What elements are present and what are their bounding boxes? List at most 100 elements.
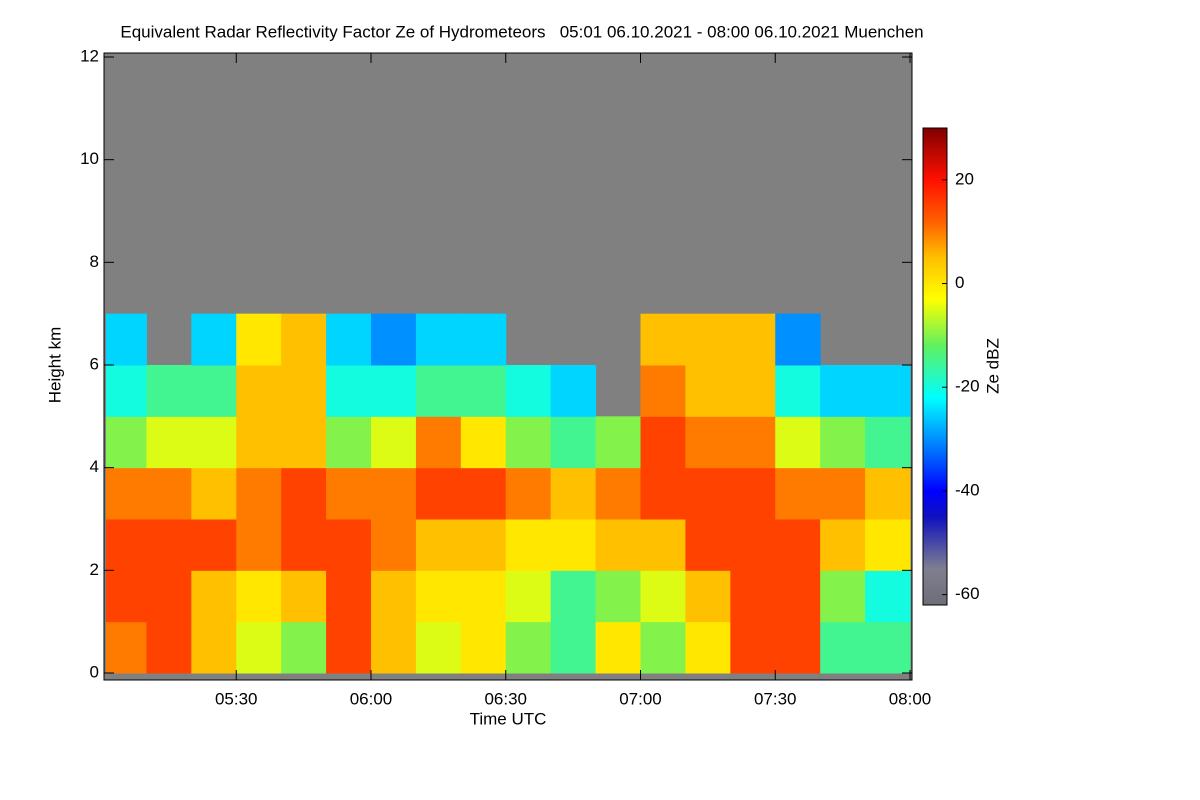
y-tick-label: 10 — [80, 149, 99, 168]
heatmap-cell — [730, 313, 776, 366]
heatmap-cell — [460, 416, 507, 469]
heatmap-cell — [326, 365, 372, 417]
heatmap-cell — [106, 570, 147, 623]
heatmap-cell — [730, 519, 776, 571]
heatmap-cell — [505, 467, 552, 520]
heatmap-cell — [326, 467, 372, 520]
heatmap-cell — [640, 519, 686, 571]
chart-title: Equivalent Radar Reflectivity Factor Ze … — [120, 22, 923, 41]
plot-frame — [103, 52, 913, 681]
heatmap-cell — [505, 365, 552, 417]
heatmap-cell — [371, 621, 417, 674]
heatmap-cell — [106, 416, 147, 469]
heatmap-cell — [820, 416, 866, 469]
heatmap-cell — [775, 467, 821, 520]
heatmap-cell — [820, 365, 866, 417]
y-tick-label: 8 — [90, 252, 99, 271]
heatmap-cell — [550, 519, 597, 571]
heatmap-cell — [505, 416, 552, 469]
heatmap-cell — [775, 519, 821, 571]
heatmap-cell — [550, 621, 597, 674]
heatmap-cell — [106, 467, 147, 520]
heatmap-cell — [730, 467, 776, 520]
heatmap-cell — [236, 416, 282, 469]
heatmap-cell — [146, 467, 192, 520]
x-tick-label: 08:00 — [889, 689, 932, 708]
colorbar-tick-label: 20 — [955, 169, 974, 188]
heatmap-cell — [371, 365, 417, 417]
colorbar-label: Ze dBZ — [983, 338, 1002, 394]
heatmap-cell — [775, 416, 821, 469]
heatmap-cell — [236, 313, 282, 366]
heatmap-cell — [236, 570, 282, 623]
heatmap-cell — [106, 519, 147, 571]
heatmap-cell — [460, 313, 507, 366]
x-tick-label: 07:30 — [754, 689, 797, 708]
heatmap-cell — [106, 313, 147, 366]
heatmap-cell — [820, 467, 866, 520]
heatmap-cell — [371, 519, 417, 571]
heatmap-cell — [326, 570, 372, 623]
heatmap-cell — [415, 467, 462, 520]
heatmap-cell — [595, 416, 642, 469]
heatmap-cell — [191, 313, 237, 366]
heatmap-cell — [460, 570, 507, 623]
heatmap-cell — [326, 621, 372, 674]
heatmap-cell — [550, 365, 597, 417]
heatmap-cell — [820, 621, 866, 674]
heatmap-cell — [326, 416, 372, 469]
heatmap-cell — [146, 621, 192, 674]
x-tick-label: 07:00 — [619, 689, 662, 708]
heatmap-cell — [640, 467, 686, 520]
x-tick-label: 06:30 — [484, 689, 527, 708]
y-tick-label: 4 — [90, 457, 99, 476]
heatmap-cell — [460, 621, 507, 674]
heatmap-cell — [191, 519, 237, 571]
heatmap-cell — [595, 519, 642, 571]
colorbar-tick-label: 0 — [955, 273, 964, 292]
heatmap-cell — [371, 416, 417, 469]
y-axis-label: Height km — [45, 327, 64, 404]
heatmap-cell — [640, 416, 686, 469]
y-tick-label: 6 — [90, 354, 99, 373]
heatmap-cell — [685, 621, 731, 674]
heatmap-cell — [685, 313, 731, 366]
x-tick-label: 06:00 — [350, 689, 393, 708]
heatmap-cell — [640, 570, 686, 623]
x-tick-label: 05:30 — [215, 689, 258, 708]
heatmap-cell — [640, 621, 686, 674]
heatmap-cell — [730, 570, 776, 623]
heatmap-cell — [281, 467, 327, 520]
heatmap-cell — [595, 570, 642, 623]
heatmap-cell — [865, 621, 911, 674]
heatmap-cell — [146, 416, 192, 469]
heatmap-cell — [281, 313, 327, 366]
y-tick-label: 12 — [80, 46, 99, 65]
heatmap-cell — [865, 467, 911, 520]
heatmap-cell — [415, 313, 462, 366]
heatmap-cell — [146, 570, 192, 623]
heatmap-cell — [820, 570, 866, 623]
heatmap-cell — [775, 365, 821, 417]
heatmap-cell — [106, 365, 147, 417]
heatmap-cell — [415, 365, 462, 417]
heatmap-cell — [191, 365, 237, 417]
x-axis-label: Time UTC — [470, 709, 547, 728]
colorbar-tick-label: -60 — [955, 584, 980, 603]
heatmap-cell — [236, 519, 282, 571]
heatmap-cell — [550, 416, 597, 469]
heatmap-cell — [415, 416, 462, 469]
heatmap-cell — [775, 313, 821, 366]
colorbar-tick-label: -20 — [955, 377, 980, 396]
heatmap-cell — [505, 621, 552, 674]
heatmap-cell — [640, 365, 686, 417]
colorbar-tick-label: -40 — [955, 480, 980, 499]
heatmap-cell — [685, 416, 731, 469]
heatmap-cell — [865, 570, 911, 623]
heatmap-cell — [730, 416, 776, 469]
heatmap-cell — [685, 467, 731, 520]
heatmap-cell — [191, 416, 237, 469]
heatmap-cell — [865, 519, 911, 571]
heatmap-cell — [550, 467, 597, 520]
heatmap-cell — [415, 519, 462, 571]
